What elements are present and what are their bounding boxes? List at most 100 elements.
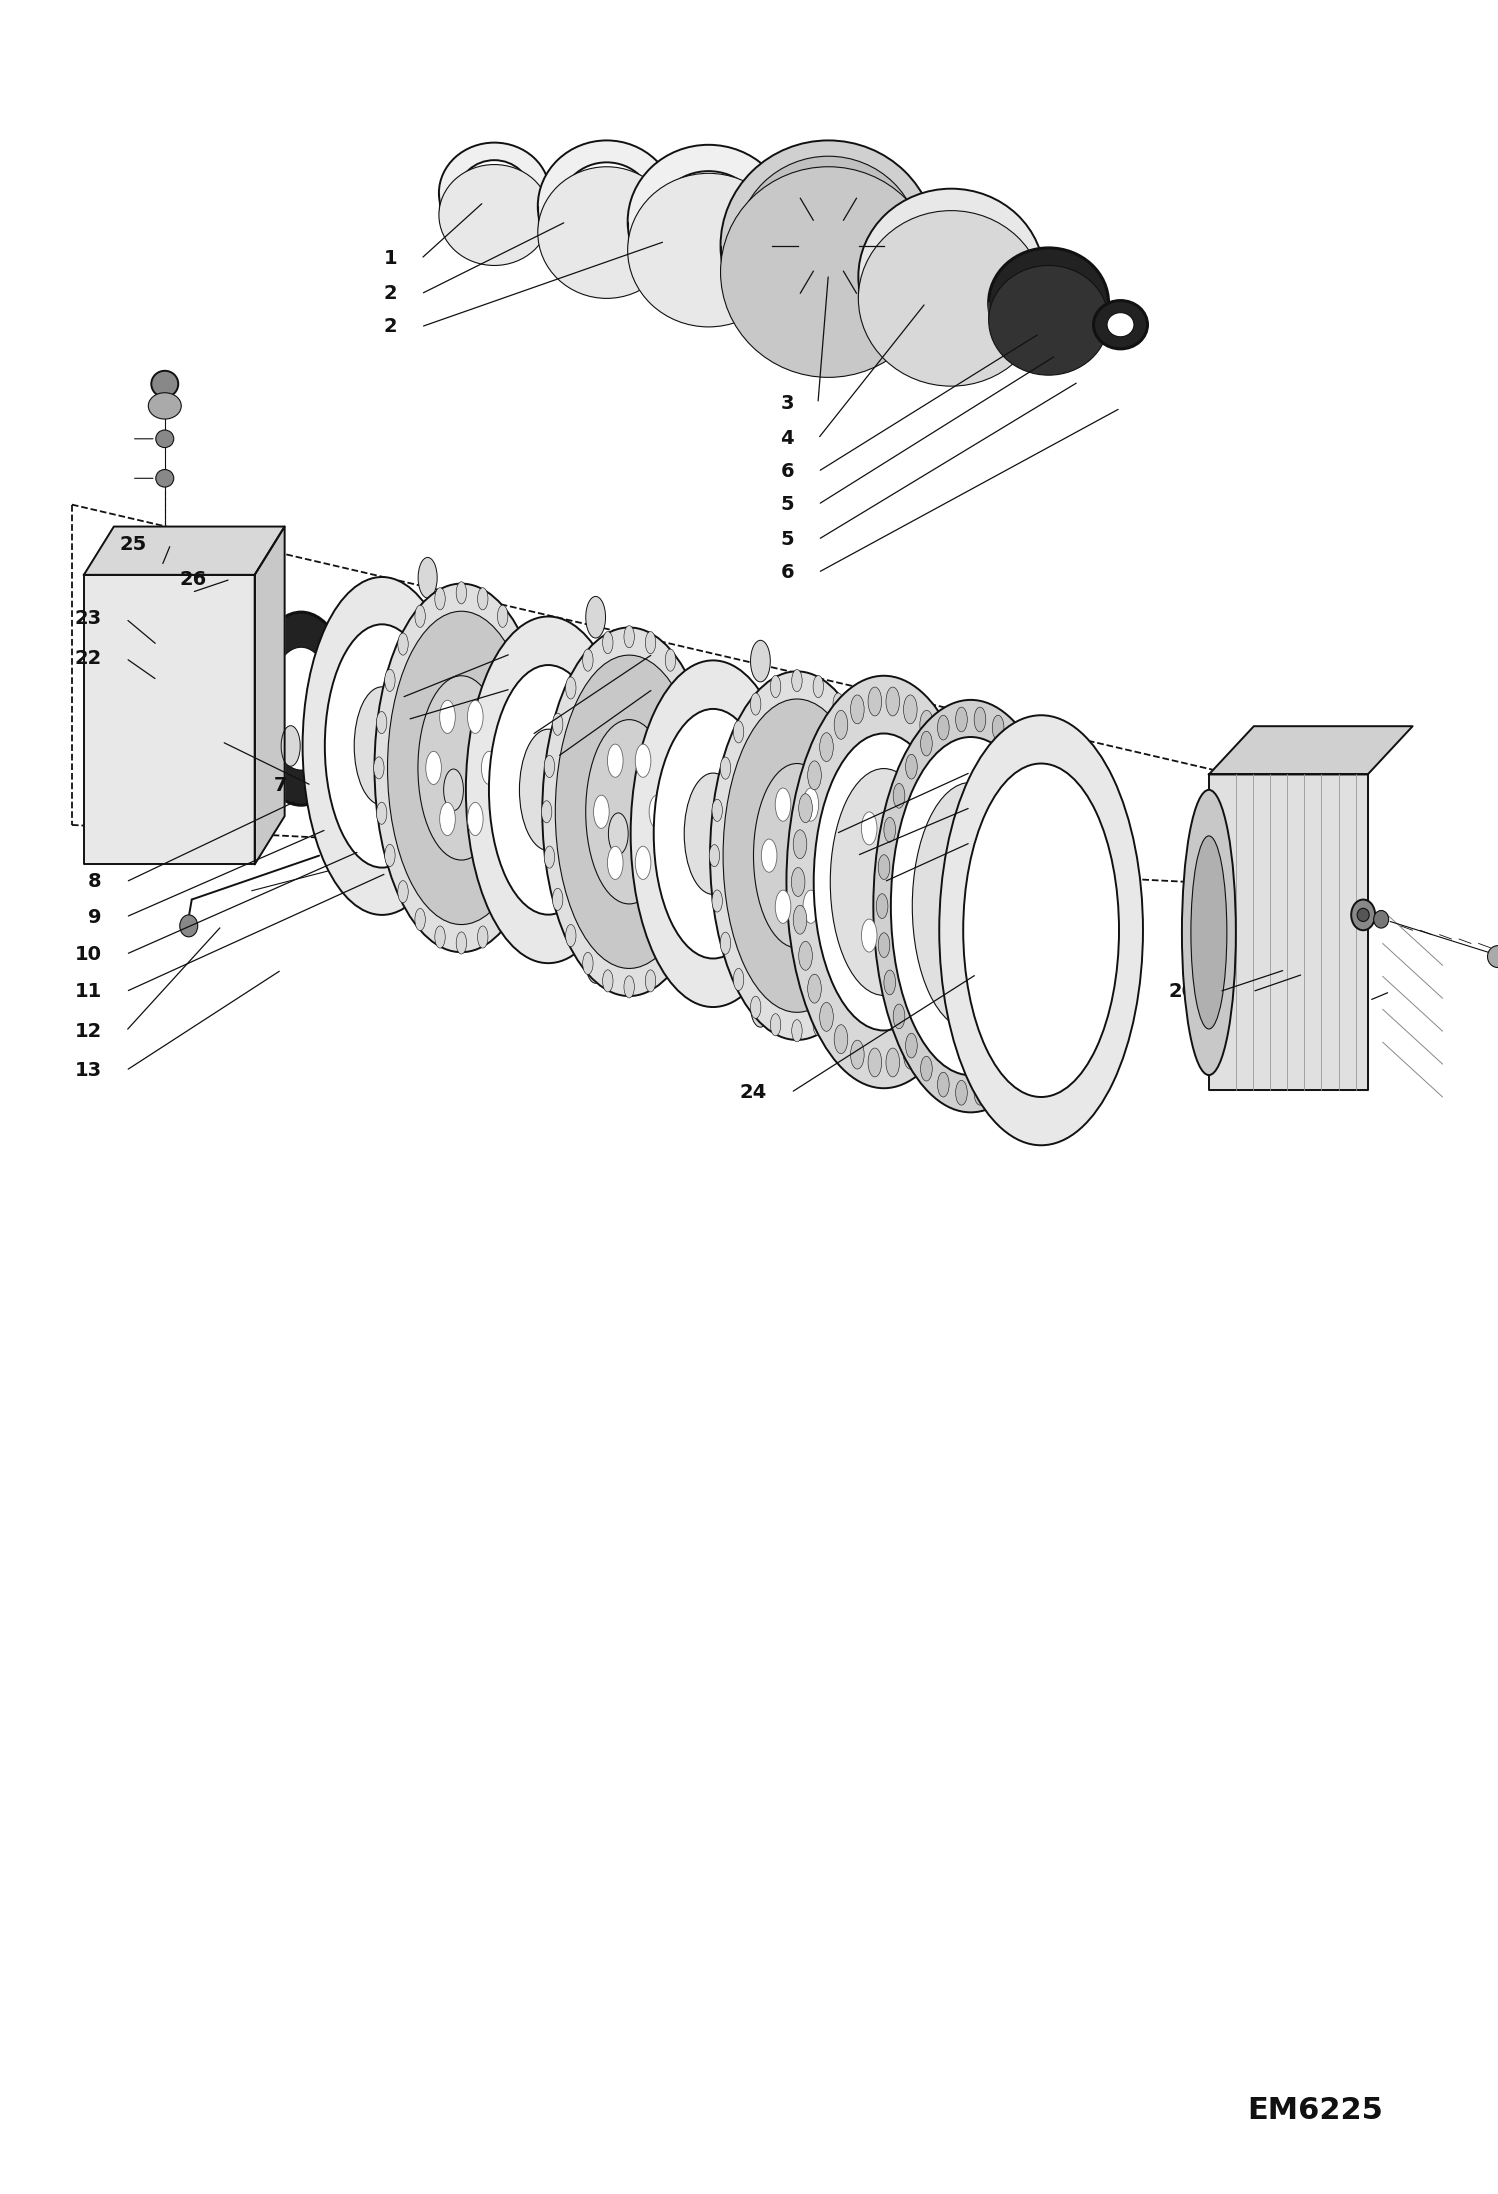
Ellipse shape <box>202 601 217 627</box>
Ellipse shape <box>434 588 445 610</box>
Ellipse shape <box>481 750 497 785</box>
Ellipse shape <box>536 803 547 825</box>
Polygon shape <box>84 575 255 864</box>
Ellipse shape <box>721 932 731 954</box>
Ellipse shape <box>912 783 1029 1029</box>
Ellipse shape <box>803 891 819 924</box>
Ellipse shape <box>721 167 936 377</box>
Text: 10: 10 <box>75 946 102 963</box>
Ellipse shape <box>863 757 873 779</box>
Ellipse shape <box>635 847 650 880</box>
Ellipse shape <box>858 211 1044 386</box>
Ellipse shape <box>834 711 848 739</box>
Ellipse shape <box>156 470 174 487</box>
Ellipse shape <box>721 140 936 351</box>
Ellipse shape <box>863 932 873 954</box>
Text: 26: 26 <box>180 570 207 588</box>
Ellipse shape <box>394 779 403 796</box>
Ellipse shape <box>377 671 431 772</box>
Ellipse shape <box>366 691 374 709</box>
Ellipse shape <box>792 829 807 858</box>
Ellipse shape <box>458 160 530 226</box>
Ellipse shape <box>655 171 762 272</box>
Ellipse shape <box>635 744 650 777</box>
Ellipse shape <box>935 1003 948 1031</box>
Ellipse shape <box>737 156 920 336</box>
Ellipse shape <box>249 612 354 805</box>
Ellipse shape <box>436 713 445 731</box>
Ellipse shape <box>813 733 954 1031</box>
Ellipse shape <box>439 143 550 244</box>
Ellipse shape <box>1046 970 1058 994</box>
Ellipse shape <box>798 217 858 274</box>
Text: 8: 8 <box>88 873 102 891</box>
Ellipse shape <box>133 627 235 812</box>
Ellipse shape <box>695 713 706 735</box>
Ellipse shape <box>324 658 383 772</box>
Ellipse shape <box>536 711 547 733</box>
Ellipse shape <box>418 893 437 935</box>
Ellipse shape <box>1053 893 1065 919</box>
Ellipse shape <box>398 634 409 656</box>
Ellipse shape <box>520 728 577 851</box>
Ellipse shape <box>608 814 628 853</box>
Ellipse shape <box>398 880 409 902</box>
Ellipse shape <box>309 632 398 799</box>
Ellipse shape <box>947 761 960 790</box>
Ellipse shape <box>539 757 550 779</box>
Ellipse shape <box>938 715 950 739</box>
Ellipse shape <box>750 985 770 1027</box>
Ellipse shape <box>885 1049 900 1077</box>
Ellipse shape <box>527 845 538 867</box>
Ellipse shape <box>939 715 1143 1145</box>
Ellipse shape <box>514 634 524 656</box>
Ellipse shape <box>712 891 722 913</box>
Ellipse shape <box>1191 836 1227 1029</box>
Ellipse shape <box>625 625 634 647</box>
Ellipse shape <box>586 597 605 638</box>
Ellipse shape <box>418 557 437 599</box>
Ellipse shape <box>457 581 466 603</box>
Text: 5: 5 <box>780 531 794 548</box>
Ellipse shape <box>376 711 386 733</box>
Ellipse shape <box>373 757 383 779</box>
Ellipse shape <box>1351 900 1375 930</box>
Text: 25: 25 <box>120 535 147 553</box>
Ellipse shape <box>761 838 777 873</box>
Ellipse shape <box>903 695 917 724</box>
Text: 9: 9 <box>88 908 102 926</box>
Ellipse shape <box>750 996 761 1018</box>
Ellipse shape <box>415 908 425 930</box>
Ellipse shape <box>646 632 656 654</box>
Text: 12: 12 <box>75 1022 102 1040</box>
Ellipse shape <box>989 265 1109 375</box>
Ellipse shape <box>237 665 252 691</box>
Ellipse shape <box>443 770 463 810</box>
Ellipse shape <box>803 788 819 821</box>
Ellipse shape <box>665 649 676 671</box>
Ellipse shape <box>807 761 821 790</box>
Ellipse shape <box>1052 856 1064 880</box>
Text: 16: 16 <box>920 834 947 851</box>
Ellipse shape <box>583 184 631 228</box>
Ellipse shape <box>385 845 395 867</box>
Ellipse shape <box>1052 932 1064 957</box>
Ellipse shape <box>541 801 551 823</box>
Ellipse shape <box>162 680 207 759</box>
Ellipse shape <box>434 926 445 948</box>
Ellipse shape <box>905 864 921 900</box>
Ellipse shape <box>920 711 933 739</box>
Ellipse shape <box>385 669 395 691</box>
Ellipse shape <box>750 693 761 715</box>
Ellipse shape <box>268 647 334 770</box>
Ellipse shape <box>712 799 722 821</box>
Ellipse shape <box>707 801 718 823</box>
Ellipse shape <box>956 1079 968 1106</box>
Ellipse shape <box>406 779 415 796</box>
Ellipse shape <box>872 799 882 821</box>
Ellipse shape <box>625 976 634 998</box>
Ellipse shape <box>407 656 485 796</box>
Ellipse shape <box>960 906 975 935</box>
Text: 2: 2 <box>383 318 397 336</box>
Ellipse shape <box>608 847 623 880</box>
